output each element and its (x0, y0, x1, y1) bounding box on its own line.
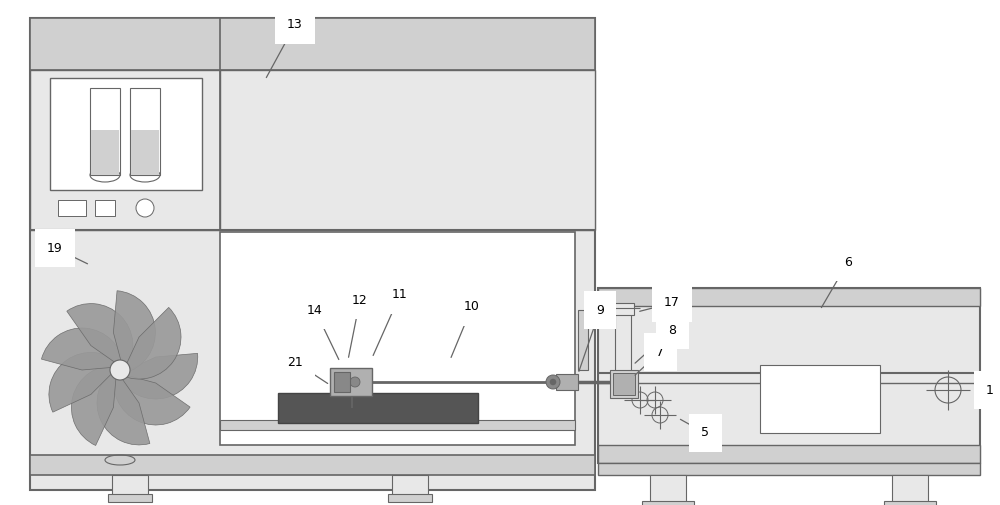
Text: 13: 13 (287, 19, 303, 31)
Bar (892, 475, 928, 503)
Bar (220, 70, 595, 230)
Bar (95, 200, 115, 216)
Bar (388, 494, 432, 502)
Bar (108, 494, 152, 502)
Text: 9: 9 (596, 304, 604, 317)
Bar (884, 501, 936, 505)
Bar (598, 288, 980, 463)
Bar (278, 393, 478, 423)
Text: 12: 12 (352, 293, 368, 307)
Circle shape (136, 199, 154, 217)
Wedge shape (118, 354, 198, 399)
Bar (598, 288, 980, 306)
Bar (613, 373, 635, 395)
Bar (220, 420, 575, 430)
Bar (610, 370, 638, 398)
Bar (90, 88, 120, 175)
Circle shape (546, 375, 560, 389)
Text: 14: 14 (307, 304, 323, 317)
Circle shape (110, 360, 130, 380)
Bar (598, 463, 980, 475)
Bar (131, 130, 159, 175)
Text: 1: 1 (986, 383, 994, 396)
Bar (30, 70, 220, 230)
Bar (30, 18, 595, 490)
Bar (91, 130, 119, 175)
Bar (330, 368, 372, 396)
Bar (760, 365, 880, 433)
Wedge shape (121, 308, 181, 379)
Bar (58, 200, 86, 216)
Bar (220, 232, 575, 445)
Wedge shape (41, 328, 124, 370)
Text: 8: 8 (668, 324, 676, 336)
Wedge shape (114, 372, 190, 425)
Bar (650, 475, 686, 503)
Bar (50, 78, 202, 190)
Bar (392, 475, 428, 497)
Wedge shape (97, 369, 150, 445)
Bar (30, 18, 595, 70)
Bar (112, 475, 148, 497)
Wedge shape (113, 291, 155, 373)
Text: 19: 19 (47, 241, 63, 255)
Wedge shape (67, 304, 133, 370)
Bar (334, 372, 350, 392)
Circle shape (350, 377, 360, 387)
Text: 11: 11 (392, 288, 408, 301)
Wedge shape (71, 366, 117, 445)
Bar (615, 305, 631, 395)
Bar (578, 310, 588, 370)
Bar (30, 455, 595, 475)
Text: 5: 5 (701, 427, 709, 439)
Circle shape (342, 369, 368, 395)
Text: 6: 6 (844, 256, 852, 269)
Circle shape (550, 379, 556, 385)
Bar (642, 501, 694, 505)
Bar (598, 445, 980, 463)
Bar (130, 88, 160, 175)
Text: 10: 10 (464, 300, 480, 314)
Text: 7: 7 (656, 345, 664, 359)
Bar (556, 374, 578, 390)
Text: 17: 17 (664, 296, 680, 310)
Text: 21: 21 (287, 356, 303, 369)
Wedge shape (49, 352, 121, 412)
Bar (612, 303, 634, 315)
